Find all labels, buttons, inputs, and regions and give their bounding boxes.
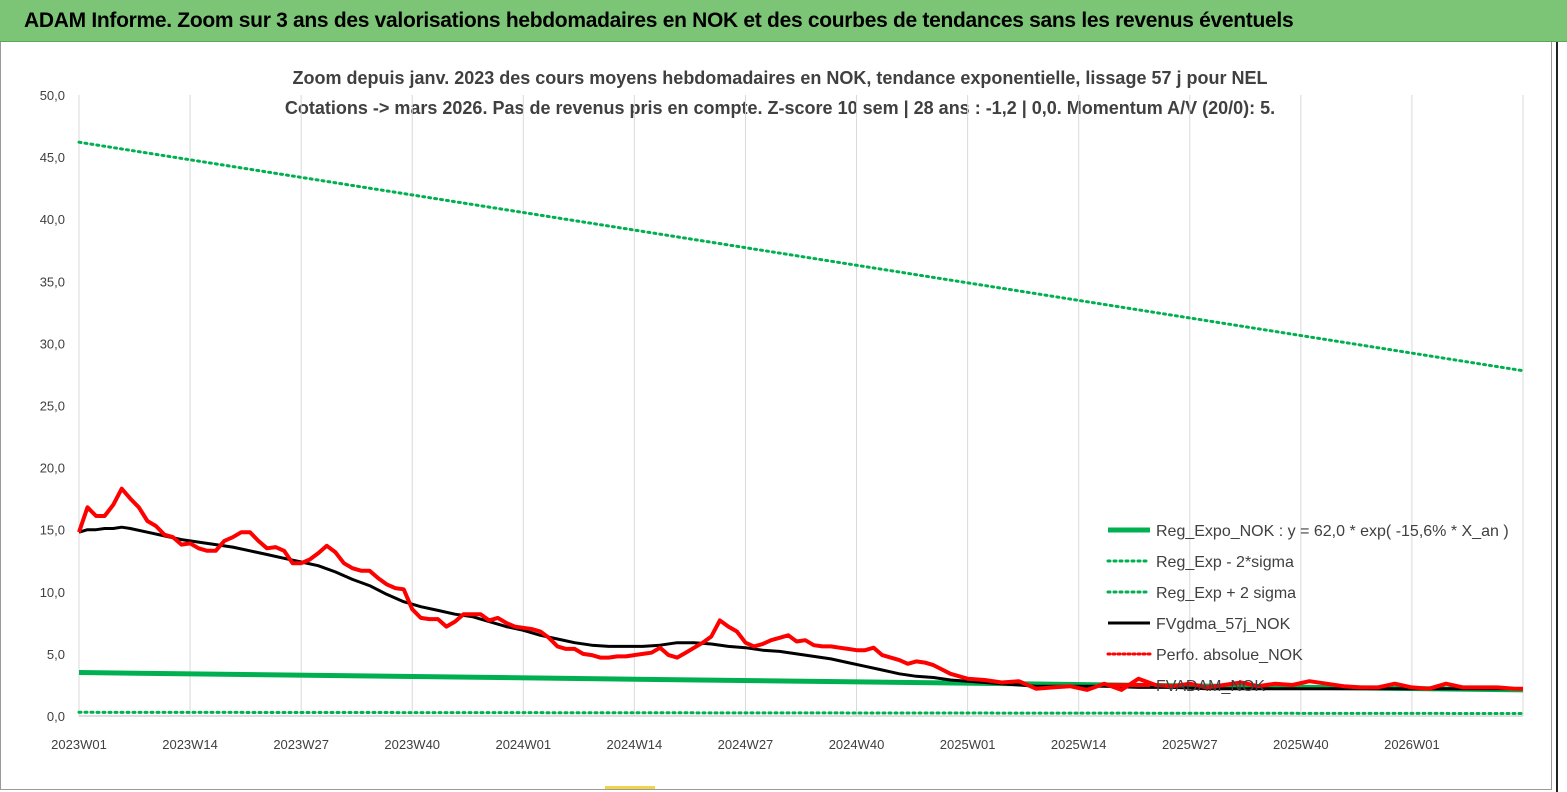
chart-legend: Reg_Expo_NOK : y = 62,0 * exp( -15,6% * … — [1106, 523, 1509, 695]
legend-label: Perfo. absolue_NOK — [1156, 647, 1303, 664]
chart-title-line2: Cotations -> mars 2026. Pas de revenus p… — [284, 98, 1276, 118]
chart-series — [77, 140, 1525, 715]
x-tick-label: 2024W14 — [607, 737, 663, 752]
legend-label: Reg_Exp - 2*sigma — [1156, 554, 1294, 571]
x-tick-label: 2025W27 — [1162, 737, 1218, 752]
y-tick-label: 25,0 — [40, 399, 65, 414]
y-tick-label: 45,0 — [40, 150, 65, 165]
y-tick-label: 40,0 — [40, 212, 65, 227]
y-tick-label: 35,0 — [40, 274, 65, 289]
x-tick-label: 2025W01 — [940, 737, 996, 752]
x-tick-label: 2024W01 — [495, 737, 551, 752]
legend-label: Reg_Exp + 2 sigma — [1156, 585, 1296, 602]
x-tick-label: 2024W27 — [718, 737, 774, 752]
decorative-mark — [605, 786, 655, 789]
y-tick-label: 15,0 — [40, 523, 65, 538]
chart-grid — [78, 95, 1524, 717]
chart-frame — [0, 42, 1552, 790]
reg-exp-minus-2sigma-line — [77, 710, 1525, 715]
x-tick-label: 2026W01 — [1384, 737, 1440, 752]
chart-title-line1: Zoom depuis janv. 2023 des cours moyens … — [292, 68, 1268, 88]
reg-exp-plus-2sigma-line — [77, 140, 1525, 373]
y-axis-ticks: 0,0 5,0 10,0 15,0 20,0 25,0 30,0 35,0 40,0 45,0 50… — [40, 88, 65, 724]
y-tick-label: 20,0 — [40, 461, 65, 476]
x-tick-label: 2025W14 — [1051, 737, 1107, 752]
report-header: ADAM Informe. Zoom sur 3 ans des valoris… — [0, 0, 1567, 42]
right-border — [1552, 42, 1567, 792]
x-tick-label: 2023W40 — [384, 737, 440, 752]
legend-label: FVgdma_57j_NOK — [1156, 616, 1291, 633]
x-tick-label: 2023W01 — [51, 737, 107, 752]
legend-label: FVADAM_NOK — [1156, 678, 1265, 695]
fvadam-line — [77, 486, 1523, 692]
y-tick-label: 30,0 — [40, 336, 65, 351]
x-tick-label: 2024W40 — [829, 737, 885, 752]
y-tick-label: 5,0 — [47, 647, 65, 662]
y-tick-label: 10,0 — [40, 585, 65, 600]
x-tick-label: 2023W14 — [162, 737, 218, 752]
y-tick-label: 0,0 — [47, 709, 65, 724]
y-tick-label: 50,0 — [40, 88, 65, 103]
x-tick-label: 2025W40 — [1273, 737, 1329, 752]
x-axis-ticks: 2023W01 2023W14 2023W27 2023W40 2024W01 2024W… — [51, 737, 1440, 752]
legend-label: Reg_Expo_NOK : y = 62,0 * exp( -15,6% * … — [1156, 523, 1509, 540]
report-title: ADAM Informe. Zoom sur 3 ans des valoris… — [24, 9, 1294, 32]
fvgdma-57j-line — [78, 525, 1523, 691]
reg-expo-line — [78, 670, 1524, 693]
x-tick-label: 2023W27 — [273, 737, 329, 752]
